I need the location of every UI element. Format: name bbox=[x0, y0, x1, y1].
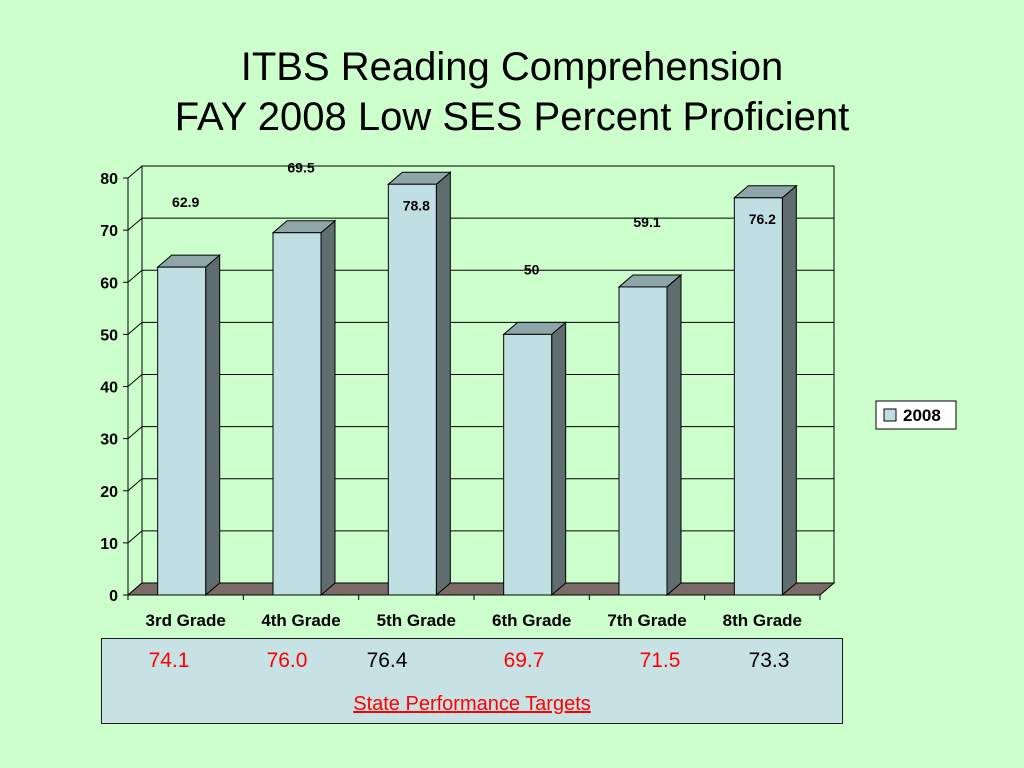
legend-label: 2008 bbox=[903, 406, 941, 425]
data-label: 50 bbox=[524, 261, 540, 277]
bar bbox=[272, 232, 322, 596]
bar bbox=[387, 183, 437, 596]
chart-title: ITBS Reading Comprehension FAY 2008 Low … bbox=[0, 42, 1024, 142]
gridline-depth bbox=[127, 321, 143, 335]
x-category-label: 8th Grade bbox=[723, 611, 802, 630]
target-value: 69.7 bbox=[503, 649, 545, 672]
gridline-depth bbox=[127, 269, 143, 283]
y-tick-label: 60 bbox=[100, 275, 118, 292]
gridline-depth bbox=[127, 426, 143, 440]
gridline-depth bbox=[127, 374, 143, 387]
x-category-label: 3rd Grade bbox=[146, 611, 226, 630]
bar-side bbox=[205, 254, 221, 597]
x-category-label: 6th Grade bbox=[492, 611, 571, 630]
data-label: 78.8 bbox=[403, 197, 430, 213]
bar-side bbox=[320, 219, 336, 597]
target-value: 73.3 bbox=[748, 649, 790, 672]
gridline-depth bbox=[127, 165, 143, 179]
data-label: 59.1 bbox=[633, 214, 660, 230]
state-targets-box: 74.1 76.0 76.4 69.7 71.5 73.3 State Performan… bbox=[101, 638, 843, 724]
bar-side bbox=[781, 184, 797, 597]
y-tick-label: 80 bbox=[100, 171, 118, 188]
y-tick-label: 30 bbox=[100, 432, 118, 449]
target-value: 74.1 bbox=[148, 649, 190, 672]
title-line-2: FAY 2008 Low SES Percent Proficient bbox=[174, 95, 850, 139]
bar bbox=[618, 286, 668, 596]
chart-floor bbox=[126, 582, 836, 596]
bar-side bbox=[666, 273, 682, 597]
gridline-depth bbox=[127, 478, 143, 492]
targets-caption: State Performance Targets bbox=[353, 693, 591, 715]
y-tick-label: 0 bbox=[109, 588, 118, 605]
x-category-label: 5th Grade bbox=[377, 611, 456, 630]
target-value: 76.0 bbox=[266, 649, 308, 672]
y-tick-label: 20 bbox=[100, 484, 118, 501]
gridline-depth bbox=[127, 530, 143, 544]
bar-side bbox=[551, 321, 567, 597]
target-value: 76.4 bbox=[366, 649, 408, 672]
y-tick-label: 10 bbox=[100, 536, 118, 553]
title-line-1: ITBS Reading Comprehension bbox=[240, 45, 784, 89]
x-category-label: 4th Grade bbox=[261, 611, 340, 630]
data-label: 62.9 bbox=[172, 194, 199, 210]
gridline-depth bbox=[127, 217, 143, 231]
target-value: 71.5 bbox=[639, 649, 681, 672]
y-tick-label: 70 bbox=[100, 223, 118, 240]
legend-swatch bbox=[883, 408, 897, 422]
data-label: 76.2 bbox=[749, 211, 776, 227]
y-tick-label: 40 bbox=[100, 380, 118, 397]
bar bbox=[157, 266, 207, 596]
bar bbox=[503, 333, 553, 596]
y-tick-label: 50 bbox=[100, 327, 118, 344]
data-label: 69.5 bbox=[287, 160, 314, 176]
bar-side bbox=[435, 171, 451, 597]
bar bbox=[733, 197, 783, 596]
x-category-label: 7th Grade bbox=[607, 611, 686, 630]
bar-chart: 0 10 20 30 40 50 60 70 80 62.9 3rd Grade 69.5 4th Gr… bbox=[100, 160, 957, 630]
